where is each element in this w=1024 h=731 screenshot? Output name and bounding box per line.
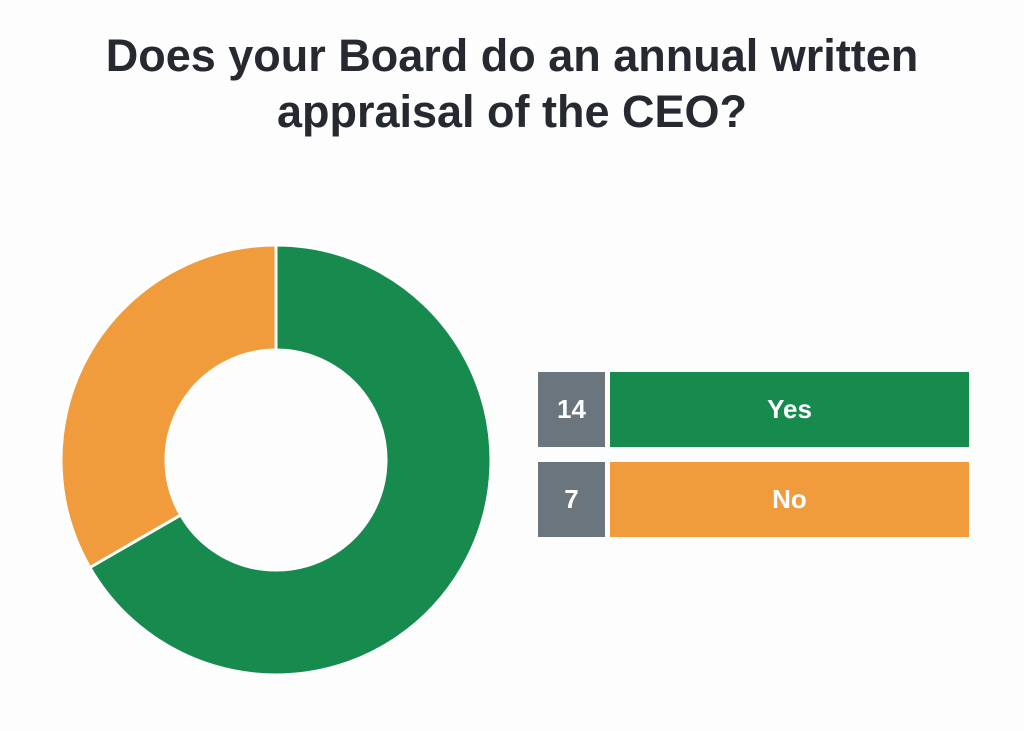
legend-count-yes: 14 xyxy=(538,372,605,447)
legend-item-no: 7 No xyxy=(538,462,969,537)
legend-item-yes: 14 Yes xyxy=(538,372,969,447)
chart-title: Does your Board do an annual written app… xyxy=(105,30,919,137)
donut-chart xyxy=(60,244,492,676)
legend-count-no: 7 xyxy=(538,462,605,537)
legend-label-no: No xyxy=(610,462,969,537)
donut-hole xyxy=(166,350,386,570)
legend-label-yes: Yes xyxy=(610,372,969,447)
